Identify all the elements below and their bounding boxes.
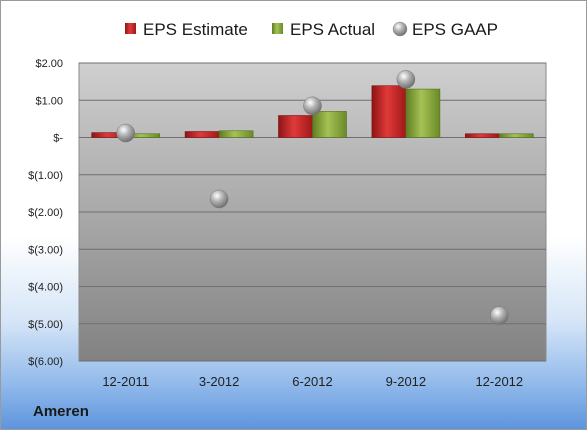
gaap-markers — [116, 70, 509, 325]
y-tick-label: $2.00 — [35, 58, 63, 70]
bar-eps-actual — [498, 133, 534, 138]
marker-eps-gaap — [396, 70, 416, 89]
bars — [91, 85, 534, 138]
legend-swatch — [392, 21, 408, 37]
y-tick-label: $(3.00) — [28, 244, 63, 256]
x-tick-label: 12-2012 — [475, 374, 523, 389]
x-tick-label: 6-2012 — [292, 374, 332, 389]
x-axis: 12-2011 3-2012 6-2012 9-2012 12-2012 — [102, 374, 523, 389]
gridlines — [79, 62, 546, 362]
y-tick-label: $(1.00) — [28, 170, 63, 182]
marker-eps-gaap — [209, 189, 229, 209]
bar-eps-actual — [405, 88, 441, 138]
y-tick-label: $(6.00) — [28, 356, 63, 368]
marker-eps-gaap — [116, 123, 135, 143]
company-name: Ameren — [33, 403, 89, 420]
legend: EPS Estimate EPS Actual EPS GAAP — [125, 20, 498, 39]
x-tick-label: 3-2012 — [199, 374, 239, 389]
bar-eps-estimate — [184, 131, 220, 138]
y-tick-label: $- — [53, 133, 63, 145]
y-tick-label: $(4.00) — [28, 282, 63, 294]
marker-eps-gaap — [490, 306, 509, 325]
x-tick-label: 9-2012 — [386, 374, 426, 389]
y-tick-label: $(2.00) — [28, 207, 63, 219]
legend-label: EPS Actual — [290, 20, 375, 39]
marker-eps-gaap — [303, 96, 322, 116]
y-tick-label: $1.00 — [35, 95, 63, 107]
y-axis: $2.00 $1.00 $- $(1.00) $(2.00) $(3.00) $(4.00)… — [28, 58, 63, 368]
bar-eps-actual — [218, 130, 254, 138]
legend-swatch — [272, 23, 283, 34]
bar-eps-estimate — [278, 115, 313, 138]
y-tick-label: $(5.00) — [28, 319, 63, 331]
x-tick-label: 12-2011 — [102, 374, 149, 389]
legend-swatch — [125, 23, 136, 34]
legend-label: EPS Estimate — [143, 20, 248, 39]
legend-label: EPS GAAP — [412, 20, 498, 39]
bar-eps-estimate — [371, 85, 407, 138]
bar-eps-actual — [312, 111, 347, 138]
bar-eps-estimate — [464, 133, 500, 138]
